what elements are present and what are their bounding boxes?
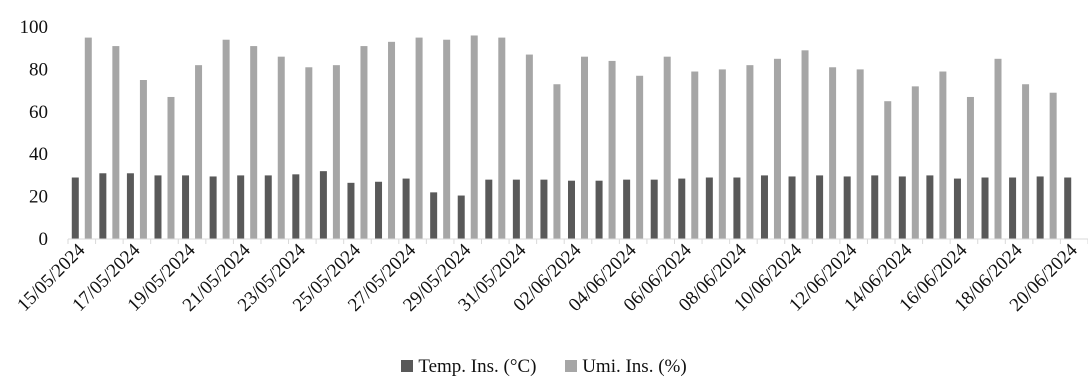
bar-umi	[222, 39, 230, 239]
bar-temp	[71, 177, 79, 239]
bar-umi	[195, 65, 203, 239]
bar-temp	[154, 175, 162, 239]
legend-label-umi: Umi. Ins. (%)	[582, 356, 687, 377]
bar-umi	[167, 96, 175, 240]
bar-chart: 0 20 40 60 80 100 15/05/202417/05/202419/05/2…	[13, 17, 1088, 316]
bar-temp	[347, 182, 355, 239]
y-tick-label: 80	[29, 59, 48, 80]
bar-temp	[623, 179, 631, 239]
bar-temp	[595, 180, 603, 239]
bar-temp	[733, 177, 741, 239]
bar-umi	[773, 58, 781, 239]
bar-umi	[829, 67, 837, 239]
legend-item-umi: Umi. Ins. (%)	[565, 356, 687, 378]
bar-umi	[388, 41, 396, 240]
bar-temp	[898, 176, 906, 239]
bar-temp	[816, 175, 824, 239]
bar-umi	[250, 46, 258, 239]
bar-temp	[981, 177, 989, 239]
bar-umi	[332, 65, 340, 239]
bar-umi	[443, 39, 451, 239]
bar-umi	[553, 84, 561, 240]
bar-temp	[485, 179, 493, 239]
y-axis: 0 20 40 60 80 100	[20, 17, 49, 250]
bar-umi	[305, 67, 313, 239]
bar-temp	[705, 177, 713, 239]
bar-umi	[581, 56, 588, 240]
bar-umi	[139, 80, 147, 239]
bar-temp	[430, 192, 438, 239]
bar-umi	[470, 35, 478, 240]
bar-umi	[801, 50, 809, 239]
bar-temp	[264, 175, 272, 239]
bar-umi	[966, 96, 974, 240]
bar-temp	[568, 180, 575, 239]
bar-umi	[994, 58, 1002, 239]
y-tick-label: 100	[20, 17, 49, 38]
y-tick-label: 40	[29, 144, 48, 165]
bar-umi	[608, 60, 616, 239]
bar-temp	[1036, 176, 1044, 239]
bar-umi	[746, 65, 754, 239]
bar-umi	[856, 69, 864, 240]
bar-temp	[126, 173, 134, 239]
legend-swatch-temp	[401, 360, 414, 372]
legend-swatch-umi	[565, 360, 578, 372]
bar-umi	[691, 71, 699, 240]
bar-temp	[209, 176, 217, 239]
legend-item-temp: Temp. Ins. (°C)	[401, 356, 536, 378]
bar-temp	[926, 175, 934, 239]
bar-umi	[415, 37, 423, 239]
bar-temp	[788, 176, 796, 239]
bar-temp	[457, 195, 465, 239]
x-axis: 15/05/202417/05/202419/05/202421/05/2024…	[13, 238, 1088, 316]
bar-umi	[663, 56, 671, 240]
bar-umi	[1049, 92, 1057, 239]
bar-temp	[292, 174, 300, 239]
y-tick-label: 20	[29, 187, 48, 208]
bar-temp	[319, 171, 327, 239]
bar-temp	[843, 176, 851, 239]
bar-umi	[112, 46, 120, 239]
bar-umi	[498, 37, 506, 239]
bar-series	[71, 35, 1072, 240]
bar-temp	[650, 179, 658, 239]
bar-temp	[512, 179, 520, 239]
bar-umi	[636, 75, 644, 239]
bar-temp	[182, 175, 190, 239]
bar-temp	[1009, 177, 1017, 239]
bar-temp	[1064, 177, 1072, 239]
bar-temp	[99, 173, 107, 239]
bar-umi	[1022, 84, 1030, 240]
bar-temp	[540, 179, 548, 239]
bar-temp	[953, 178, 961, 239]
bar-temp	[402, 178, 410, 239]
y-tick-label: 0	[39, 229, 49, 250]
y-tick-label: 60	[29, 102, 48, 123]
legend: Temp. Ins. (°C) Umi. Ins. (%)	[0, 356, 1088, 378]
legend-label-temp: Temp. Ins. (°C)	[418, 356, 537, 377]
bar-umi	[525, 54, 533, 240]
bar-temp	[678, 178, 686, 239]
bar-temp	[760, 175, 768, 239]
bar-umi	[718, 69, 726, 240]
bar-temp	[871, 175, 879, 239]
bar-umi	[84, 37, 92, 239]
bar-umi	[884, 101, 892, 239]
bar-temp	[237, 175, 245, 239]
bar-temp	[375, 181, 383, 239]
bar-umi	[360, 46, 368, 239]
bar-umi	[277, 56, 285, 240]
bar-umi	[911, 86, 919, 239]
bar-umi	[939, 71, 947, 240]
